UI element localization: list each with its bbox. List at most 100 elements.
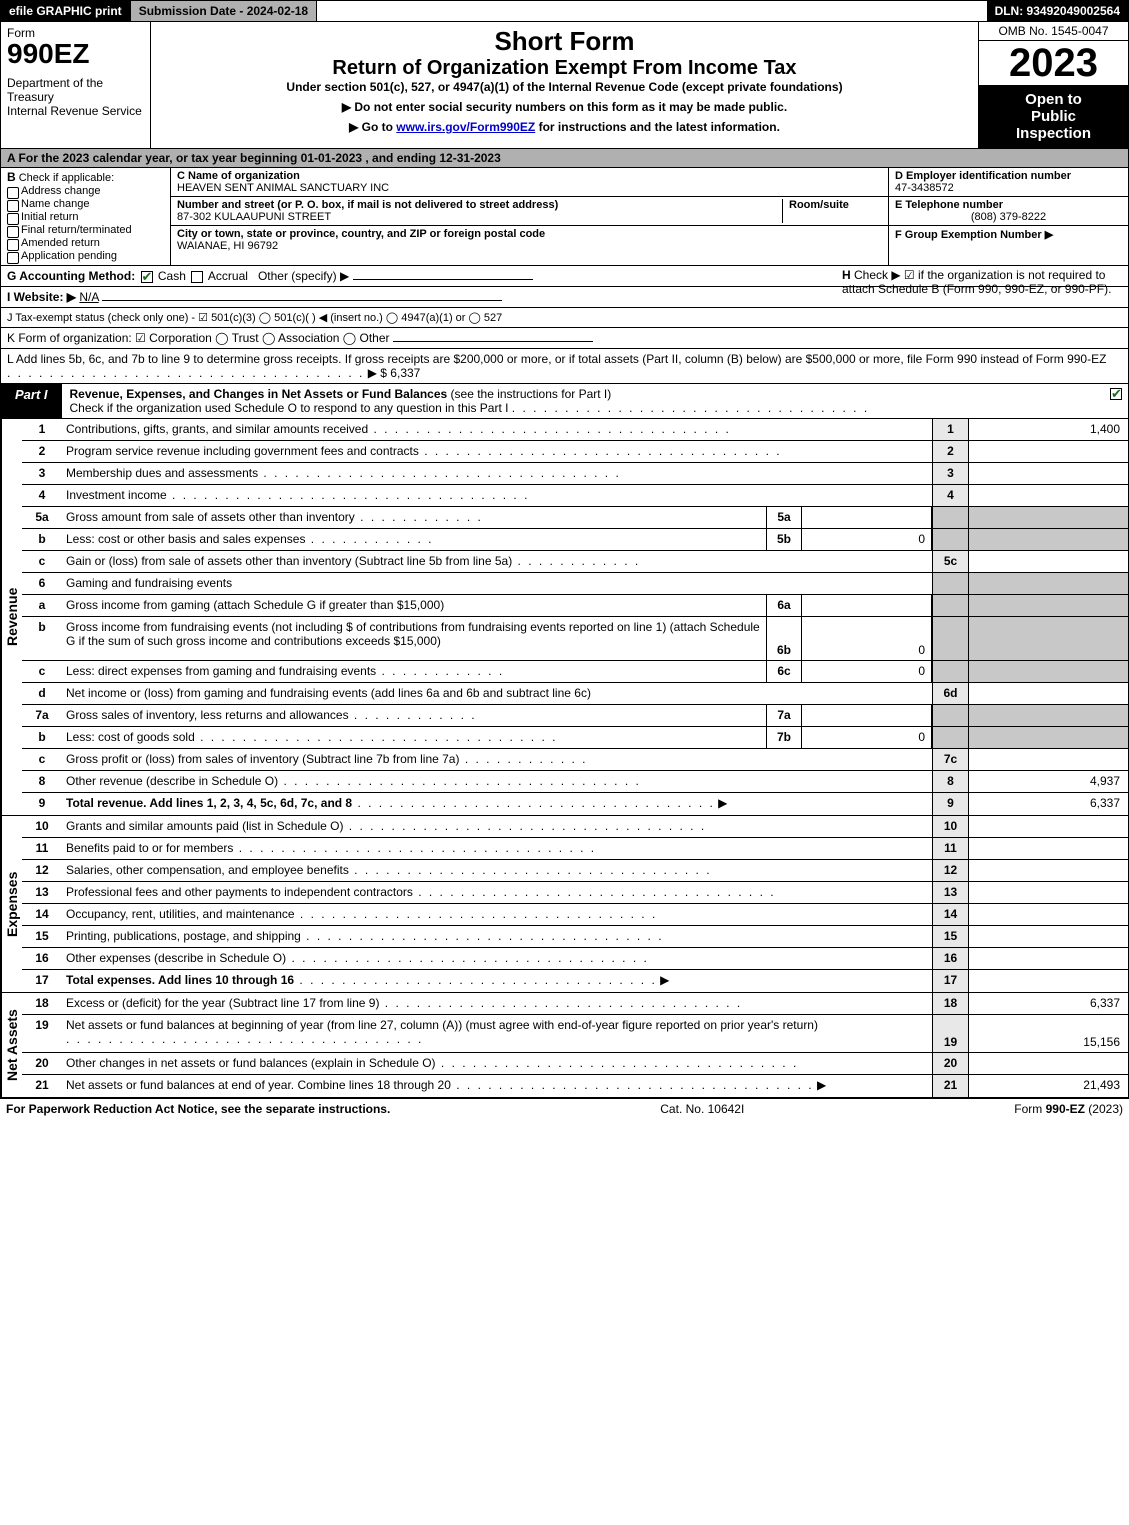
- l21-box: 21: [932, 1075, 968, 1097]
- l21-amt: 21,493: [968, 1075, 1128, 1097]
- c-city-value: WAIANAE, HI 96792: [177, 240, 882, 252]
- l9-num: 9: [22, 793, 62, 815]
- l2-box: 2: [932, 441, 968, 462]
- box-b: B Check if applicable: Address change Na…: [1, 168, 171, 265]
- omb-number: OMB No. 1545-0047: [979, 22, 1128, 41]
- top-bar: efile GRAPHIC print Submission Date - 20…: [0, 0, 1129, 22]
- irs-label: Internal Revenue Service: [7, 104, 144, 118]
- line-17: 17 Total expenses. Add lines 10 through …: [22, 970, 1128, 992]
- open-line2: Public: [981, 108, 1126, 125]
- l7a-sub: 7a: [766, 705, 802, 726]
- dln: DLN: 93492049002564: [987, 1, 1128, 21]
- i-blank: [102, 300, 502, 301]
- footer-right-form: 990-EZ: [1046, 1102, 1085, 1116]
- l6d-box: 6d: [932, 683, 968, 704]
- irs-link[interactable]: www.irs.gov/Form990EZ: [396, 120, 535, 134]
- line-1: 1 Contributions, gifts, grants, and simi…: [22, 419, 1128, 441]
- l3-num: 3: [22, 463, 62, 484]
- l5c-amt: [968, 551, 1128, 572]
- l5a-sval: [802, 507, 932, 528]
- l10-num: 10: [22, 816, 62, 837]
- chk-application-pending[interactable]: Application pending: [7, 250, 164, 262]
- line-10: 10 Grants and similar amounts paid (list…: [22, 816, 1128, 838]
- g-other-blank[interactable]: [353, 279, 533, 280]
- l6-shade-amt: [968, 573, 1128, 594]
- efile-label: efile GRAPHIC print: [1, 1, 131, 21]
- expenses-grid: Expenses 10 Grants and similar amounts p…: [0, 816, 1129, 993]
- part1-title: Revenue, Expenses, and Changes in Net As…: [62, 384, 1104, 418]
- l17-amt: [968, 970, 1128, 992]
- l20-box: 20: [932, 1053, 968, 1074]
- l6a-sval: [802, 595, 932, 616]
- footer-center: Cat. No. 10642I: [390, 1102, 1014, 1116]
- l14-num: 14: [22, 904, 62, 925]
- footer-right-prefix: Form: [1014, 1102, 1045, 1116]
- row-l: L Add lines 5b, 6c, and 7b to line 9 to …: [0, 349, 1129, 384]
- l5a-desc: Gross amount from sale of assets other t…: [62, 507, 766, 528]
- l7a-sval: [802, 705, 932, 726]
- l18-amt: 6,337: [968, 993, 1128, 1014]
- k-text: K Form of organization: ☑ Corporation ◯ …: [7, 331, 390, 345]
- l1-box: 1: [932, 419, 968, 440]
- l19-amt: 15,156: [968, 1015, 1128, 1052]
- l14-box: 14: [932, 904, 968, 925]
- chk-address-change[interactable]: Address change: [7, 185, 164, 197]
- chk-initial-return[interactable]: Initial return: [7, 211, 164, 223]
- part1-check[interactable]: [1104, 384, 1128, 418]
- line-7c: c Gross profit or (loss) from sales of i…: [22, 749, 1128, 771]
- l6c-num: c: [22, 661, 62, 682]
- chk-name-change[interactable]: Name change: [7, 198, 164, 210]
- box-def: D Employer identification number 47-3438…: [888, 168, 1128, 265]
- chk-final-return[interactable]: Final return/terminated: [7, 224, 164, 236]
- line-19: 19 Net assets or fund balances at beginn…: [22, 1015, 1128, 1053]
- l17-num: 17: [22, 970, 62, 992]
- header-right: OMB No. 1545-0047 2023 Open to Public In…: [978, 22, 1128, 148]
- line-a: A For the 2023 calendar year, or tax yea…: [0, 149, 1129, 168]
- l5c-desc: Gain or (loss) from sale of assets other…: [62, 551, 932, 572]
- open-line3: Inspection: [981, 125, 1126, 142]
- l5a-num: 5a: [22, 507, 62, 528]
- l7c-num: c: [22, 749, 62, 770]
- l5a-sub: 5a: [766, 507, 802, 528]
- l15-amt: [968, 926, 1128, 947]
- row-i: I Website: ▶ N/A: [0, 287, 1129, 308]
- line-6a: a Gross income from gaming (attach Sched…: [22, 595, 1128, 617]
- l6-desc: Gaming and fundraising events: [62, 573, 932, 594]
- chk-cash[interactable]: [141, 271, 153, 283]
- chk-accrual[interactable]: [191, 271, 203, 283]
- l4-desc: Investment income: [62, 485, 932, 506]
- l8-desc: Other revenue (describe in Schedule O): [62, 771, 932, 792]
- l16-num: 16: [22, 948, 62, 969]
- l4-amt: [968, 485, 1128, 506]
- l13-desc: Professional fees and other payments to …: [62, 882, 932, 903]
- subtitle: Under section 501(c), 527, or 4947(a)(1)…: [159, 80, 970, 94]
- line-18: 18 Excess or (deficit) for the year (Sub…: [22, 993, 1128, 1015]
- l20-desc: Other changes in net assets or fund bala…: [62, 1053, 932, 1074]
- line-14: 14 Occupancy, rent, utilities, and maint…: [22, 904, 1128, 926]
- l18-box: 18: [932, 993, 968, 1014]
- l6d-desc: Net income or (loss) from gaming and fun…: [62, 683, 932, 704]
- l13-num: 13: [22, 882, 62, 903]
- l1-num: 1: [22, 419, 62, 440]
- l6-shade: [932, 573, 968, 594]
- line-20: 20 Other changes in net assets or fund b…: [22, 1053, 1128, 1075]
- l5c-num: c: [22, 551, 62, 572]
- goto-prefix: ▶ Go to: [349, 120, 396, 134]
- note-goto: ▶ Go to www.irs.gov/Form990EZ for instru…: [159, 120, 970, 134]
- l6a-sub: 6a: [766, 595, 802, 616]
- line-11: 11 Benefits paid to or for members 11: [22, 838, 1128, 860]
- l10-box: 10: [932, 816, 968, 837]
- l6c-desc: Less: direct expenses from gaming and fu…: [62, 661, 766, 682]
- l6d-num: d: [22, 683, 62, 704]
- chk-amended-return[interactable]: Amended return: [7, 237, 164, 249]
- line-4: 4 Investment income 4: [22, 485, 1128, 507]
- line-6d: d Net income or (loss) from gaming and f…: [22, 683, 1128, 705]
- l20-amt: [968, 1053, 1128, 1074]
- l11-num: 11: [22, 838, 62, 859]
- l6a-shade-amt: [968, 595, 1128, 616]
- l5c-box: 5c: [932, 551, 968, 572]
- part1-checkline: Check if the organization used Schedule …: [70, 401, 509, 415]
- line-7b: b Less: cost of goods sold 7b 0: [22, 727, 1128, 749]
- side-expenses: Expenses: [1, 816, 22, 992]
- l13-box: 13: [932, 882, 968, 903]
